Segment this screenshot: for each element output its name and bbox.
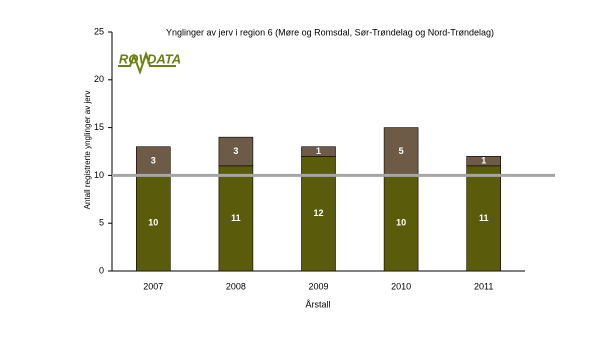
value-label: 11: [231, 213, 241, 223]
y-tick-label: 15: [94, 122, 104, 132]
bar-segment: [383, 175, 419, 272]
value-label: 1: [481, 155, 486, 165]
x-tick-label: 2011: [474, 281, 493, 291]
y-tick-label: 5: [99, 218, 104, 228]
bar-segment: [218, 136, 254, 167]
value-label: 5: [399, 146, 404, 156]
bar-segment: [301, 146, 336, 157]
logo-wave: [118, 50, 176, 75]
y-axis-label: Antall registrerte ynglinger av jerv: [83, 91, 92, 210]
value-label: 12: [313, 208, 323, 218]
value-label: 11: [479, 213, 489, 223]
value-label: 10: [148, 218, 158, 228]
x-axis-label: Årstall: [305, 299, 330, 309]
y-tick-label: 20: [94, 74, 104, 84]
x-tick-label: 2008: [226, 281, 246, 291]
bar-segment: [136, 175, 171, 272]
x-tick-label: 2010: [391, 281, 411, 291]
chart-title: Ynglinger av jerv i region 6 (Møre og Ro…: [166, 27, 494, 37]
x-tick-label: 2007: [143, 281, 163, 291]
y-tick-label: 0: [99, 265, 104, 275]
value-label: 10: [396, 218, 406, 228]
y-tick-label: 25: [94, 26, 104, 36]
x-tick-label: 2009: [308, 281, 328, 291]
logo: ROVDATA: [119, 51, 181, 66]
bar-segment: [466, 155, 502, 167]
bar-segment: [218, 165, 254, 272]
value-label: 3: [151, 155, 156, 165]
value-label: 1: [316, 146, 321, 156]
y-tick-label: 10: [94, 170, 104, 180]
value-label: 3: [233, 146, 238, 156]
